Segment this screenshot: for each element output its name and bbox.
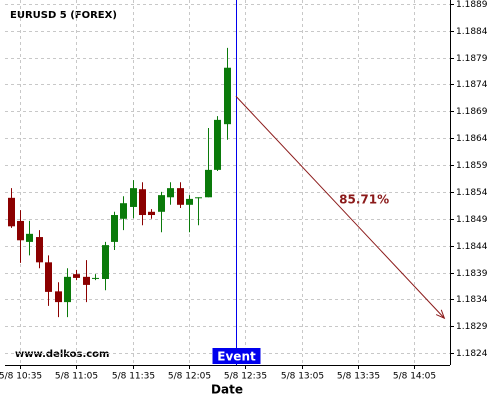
y-tick-label: 1.1869 — [456, 107, 488, 117]
candle-body — [36, 237, 43, 263]
candle-body — [26, 233, 33, 242]
candle-body — [139, 189, 146, 216]
candle-body — [83, 276, 90, 285]
candle-body — [73, 274, 80, 278]
candle-body — [64, 276, 71, 303]
candle-body — [186, 198, 193, 205]
candle-body — [8, 197, 15, 227]
forecast-label: 85.71% — [339, 193, 389, 207]
y-tick-label: 1.1874 — [456, 80, 488, 90]
x-tick-label: 5/8 12:35 — [224, 372, 267, 382]
candle-body — [158, 195, 165, 212]
y-tick-label: 1.1864 — [456, 134, 488, 144]
candle-body — [45, 262, 52, 292]
y-tick-label: 1.1824 — [456, 349, 488, 359]
candle-body — [92, 277, 99, 279]
y-tick-label: 1.1844 — [456, 242, 488, 252]
grid — [5, 0, 450, 365]
x-tick-label: 5/8 11:05 — [55, 372, 98, 382]
y-tick-label: 1.1854 — [456, 188, 488, 198]
y-tick-label: 1.1889 — [456, 0, 488, 10]
candle-body — [17, 220, 24, 241]
chart-title: EURUSD 5 (FOREX) — [10, 10, 117, 21]
candle-body — [224, 67, 231, 125]
candle-body — [167, 188, 174, 198]
candle-body — [55, 291, 62, 303]
y-tick-label: 1.1849 — [456, 215, 488, 225]
x-tick-label: 5/8 14:05 — [393, 372, 436, 382]
event-label: Event — [217, 350, 256, 364]
candle-body — [120, 203, 127, 219]
event-box — [212, 348, 261, 364]
forecast-arrow — [235, 95, 445, 319]
candle-body — [102, 245, 109, 279]
candle-body — [195, 197, 202, 199]
candle-body — [148, 211, 155, 216]
x-tick-label: 5/8 11:35 — [112, 372, 155, 382]
arrow-head — [435, 309, 446, 320]
y-tick-label: 1.1884 — [456, 27, 488, 37]
y-tick-label: 1.1839 — [456, 269, 488, 279]
y-tick-label: 1.1879 — [456, 54, 488, 64]
y-tick-label: 1.1834 — [456, 295, 488, 305]
candle-body — [205, 169, 212, 198]
x-tick-label: 5/8 10:35 — [0, 372, 42, 382]
watermark: www.delkos.com — [15, 349, 109, 360]
candle-body — [214, 119, 221, 170]
candle-body — [177, 188, 184, 205]
x-axis-label: Date — [211, 383, 243, 397]
x-tick-label: 5/8 13:05 — [281, 372, 324, 382]
x-tick-label: 5/8 12:05 — [168, 372, 211, 382]
candle-body — [130, 188, 137, 207]
x-tick-label: 5/8 13:35 — [337, 372, 380, 382]
candle-body — [111, 215, 118, 242]
y-tick-label: 1.1829 — [456, 322, 488, 332]
y-tick-label: 1.1859 — [456, 161, 488, 171]
